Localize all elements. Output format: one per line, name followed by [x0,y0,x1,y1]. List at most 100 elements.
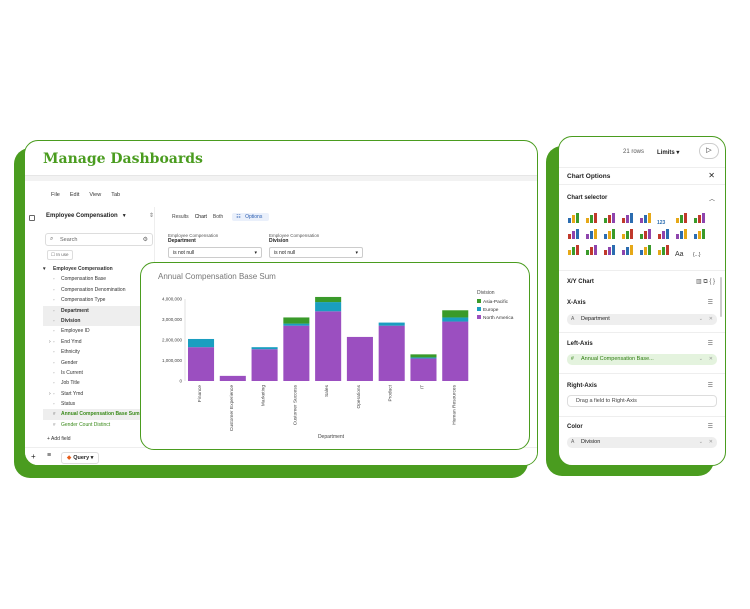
toolbar-strip [25,175,537,181]
chevron-right-icon[interactable]: › [49,390,51,397]
xy-chart-tools[interactable]: ▥ ⧉ { } [696,279,715,285]
hbar-icon[interactable] [567,227,581,239]
globe-icon[interactable] [693,227,707,239]
dataset-name: Employee Compensation [46,213,118,219]
scatter-line-icon[interactable] [621,227,635,239]
in-use-toggle[interactable]: ☐ In use [47,250,73,260]
tab-both[interactable]: Both [212,214,224,220]
legend-swatch [477,307,481,311]
filter-select[interactable]: is not null ▾ [269,247,363,258]
sliders-icon[interactable]: ☰ [707,383,713,389]
field-item[interactable]: ▫ Division [43,315,155,327]
tab-chart[interactable]: Chart [194,214,207,220]
sliders-icon[interactable]: ☰ [707,424,713,430]
field-item[interactable]: ▫ Is Current [43,368,155,378]
tab-options[interactable]: ☷ Options [232,213,270,221]
field-item[interactable]: ▫ Status [43,399,155,409]
remove-icon[interactable]: ✕ [708,316,713,322]
bar-chart-icon[interactable] [567,211,581,223]
measure-item[interactable]: # Gender Count Distinct [43,420,155,430]
chevron-up-icon[interactable]: ︿ [708,197,715,203]
divider [559,373,725,374]
field-item[interactable]: › ▫ Start Ymd [43,389,155,399]
bubble-group-icon[interactable] [657,227,671,239]
hstacked-bar-icon[interactable] [585,227,599,239]
field-label: Compensation Denomination [61,286,126,293]
sliders-icon[interactable]: ☰ [707,300,713,306]
scatter-icon[interactable] [693,211,707,223]
multi-line-icon[interactable] [639,211,653,223]
dot-grid-icon[interactable] [657,243,671,255]
field-item[interactable]: ▫ Compensation Denomination [43,285,155,295]
measure-icon: # [571,356,574,362]
field-label: Gender Count Distinct [61,421,111,428]
menu-edit[interactable]: Edit [69,192,80,198]
filter-select[interactable]: is not null ▾ [168,247,262,258]
sliders-icon[interactable]: ☰ [707,341,713,347]
color-field[interactable]: A Division ⌄ ✕ [567,437,717,448]
add-field-button[interactable]: + Add field [47,436,71,442]
field-item[interactable]: ▫ Ethnicity [43,347,155,357]
stacked-area-icon[interactable] [603,243,617,255]
field-group[interactable]: ▾Employee Compensation3 [43,264,155,274]
line-chart-icon-glyph [622,213,633,223]
menu-file[interactable]: File [51,192,60,198]
list-icon[interactable]: ≡ [47,452,52,459]
stacked-bar-icon[interactable] [585,211,599,223]
query-tab-icon: ◆ [67,455,72,461]
x-axis-field[interactable]: A Department ⌄ ✕ [567,314,717,325]
close-icon[interactable]: ✕ [708,171,715,180]
left-axis-field-label: Annual Compensation Base... [581,356,654,362]
dataset-selector[interactable]: Employee Compensation ▼ [46,213,127,219]
field-type-icon: ▫ [53,276,55,282]
line-chart-icon[interactable] [621,211,635,223]
measure-item[interactable]: # Annual Compensation Base Sum [43,409,155,420]
remove-icon[interactable]: ✕ [708,439,713,445]
tab-results[interactable]: Results [172,214,189,220]
up-down-icon[interactable]: ⇕ [149,213,155,219]
field-item[interactable]: › ▫ End Ymd [43,337,155,347]
remove-icon[interactable]: ✕ [708,356,713,362]
limits-dropdown[interactable]: Limits ▾ [657,150,680,156]
bubble-icon[interactable] [639,227,653,239]
left-axis-field[interactable]: # Annual Compensation Base... ⌄ ✕ [567,354,717,365]
list-chart-icon[interactable] [621,243,635,255]
group-label: Employee Compensation [53,266,113,272]
scrollbar[interactable] [720,277,722,317]
field-item[interactable]: ▫ Department [43,305,155,316]
add-tab-icon[interactable]: + [31,452,36,461]
chevron-down-icon[interactable]: ⌄ [698,439,703,445]
field-label: Department [61,307,89,314]
chevron-down-icon[interactable]: ⌄ [698,316,703,322]
number-icon-label: 123 [657,220,666,226]
field-item[interactable]: ▫ Job Title [43,378,155,388]
menu-tab[interactable]: Tab [111,192,121,198]
legend-swatch [477,299,481,303]
field-item[interactable]: ▫ Compensation Type [43,295,155,305]
grouped-bar-icon[interactable] [603,211,617,223]
json-icon[interactable]: {...} [693,243,707,258]
y-tick-label: 2,000,000 [162,338,183,343]
heatmap-icon[interactable] [675,227,689,239]
search-input[interactable]: ⌕ Search ⚙ [45,233,153,246]
chevron-down-icon[interactable]: ⌄ [698,356,703,362]
right-axis-dropzone[interactable]: Drag a field to Right-Axis [567,395,717,407]
table-icon[interactable] [675,211,689,223]
dot-plot-icon[interactable] [639,243,653,255]
filter-icon[interactable]: ⚙ [142,237,148,243]
legend-label: Asia-Pacific [483,299,509,305]
sidebar-toggle-icon[interactable] [29,215,35,221]
field-item[interactable]: ▫ Compensation Base [43,274,155,284]
text-icon[interactable]: Aa [675,243,689,258]
run-button[interactable]: ▷ [699,143,719,159]
area-icon[interactable] [585,243,599,255]
field-item[interactable]: ▫ Employee ID [43,326,155,336]
chevron-right-icon[interactable]: › [49,338,51,345]
number-icon[interactable]: 123 [657,211,671,226]
menu-view[interactable]: View [89,192,102,198]
hgrouped-bar-icon[interactable] [603,227,617,239]
pie-icon[interactable] [567,243,581,255]
field-item[interactable]: ▫ Gender [43,358,155,368]
query-tab[interactable]: ◆ Query ▾ [61,452,100,464]
bar-segment [410,358,437,381]
